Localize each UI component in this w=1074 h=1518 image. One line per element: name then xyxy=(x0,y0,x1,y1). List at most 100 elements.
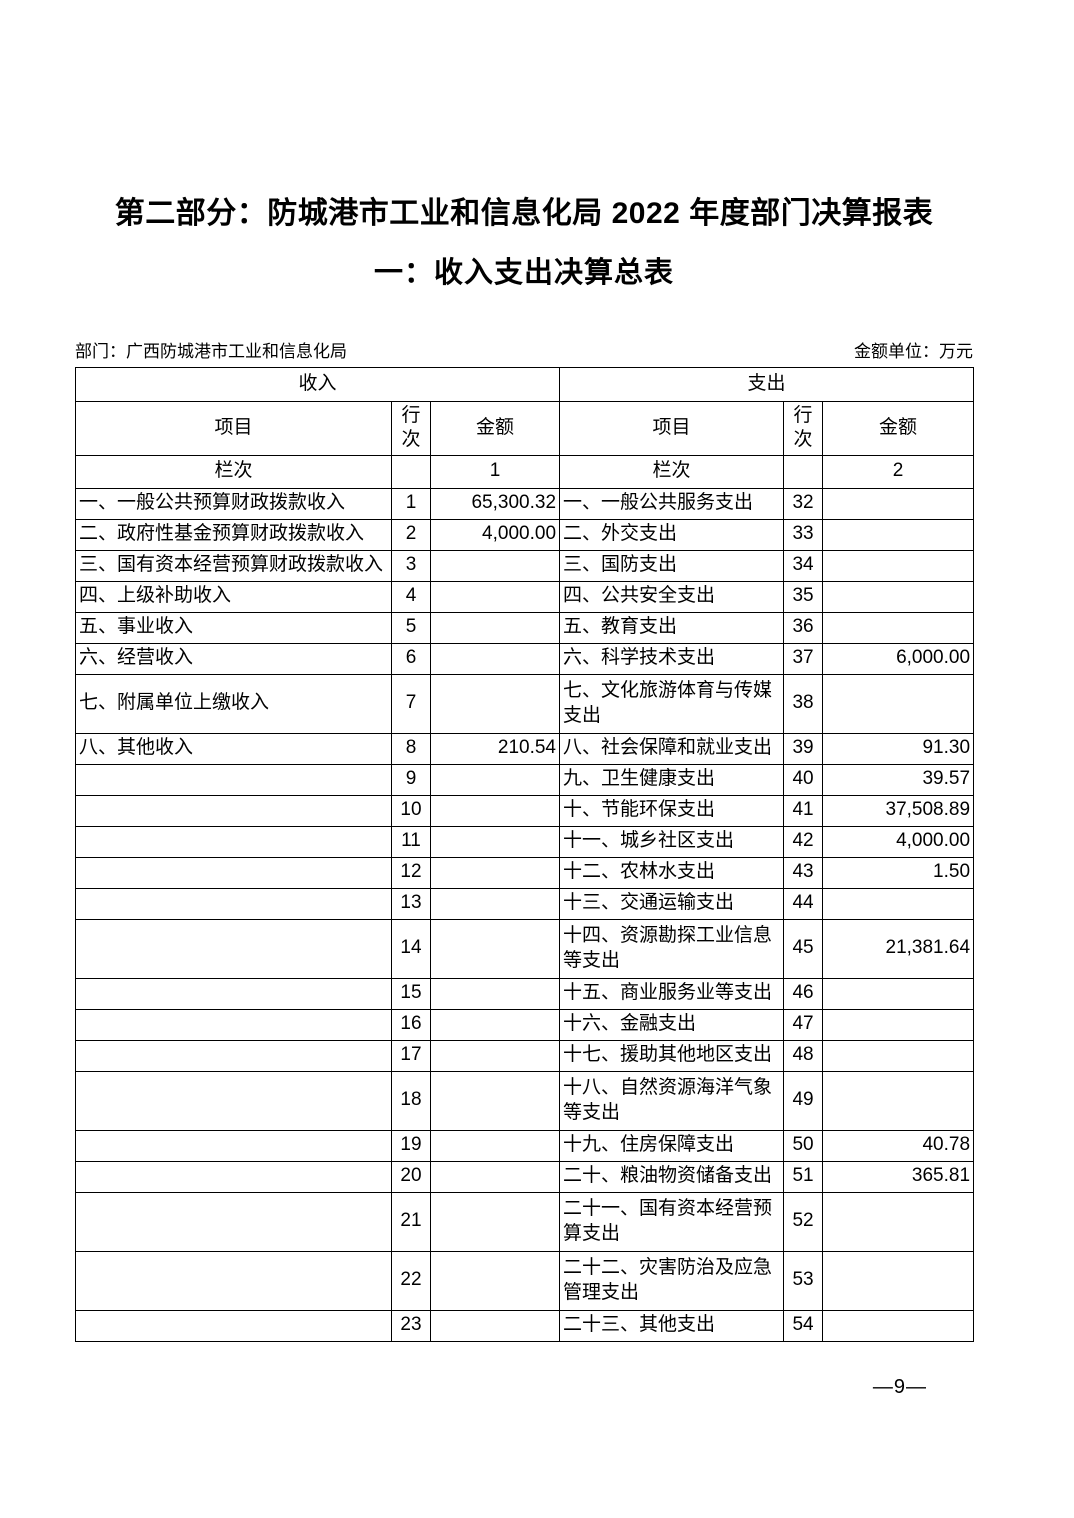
expense-rowno-header: 行次 xyxy=(783,400,824,456)
income-amount-cell xyxy=(429,549,561,582)
expense-item-cell: 十八、自然资源海洋气象等支出 xyxy=(559,1070,785,1131)
expense-amount-cell: 21,381.64 xyxy=(822,918,975,979)
expense-amount-cell xyxy=(822,887,975,920)
income-item-cell xyxy=(75,794,392,827)
expense-rowno-cell: 51 xyxy=(783,1160,824,1193)
table-row: 10 十、节能环保支出 41 37,508.89 xyxy=(75,794,975,827)
income-section-header: 收入 xyxy=(74,366,561,402)
income-amount-header: 金额 xyxy=(429,400,561,456)
expense-amount-cell xyxy=(822,611,975,644)
department-label: 部门：广西防城港市工业和信息化局 xyxy=(75,341,347,361)
expense-amount-cell xyxy=(822,518,975,551)
income-item-cell: 五、事业收入 xyxy=(75,611,392,644)
expense-rowno-cell: 41 xyxy=(783,794,824,827)
expense-rowno-cell: 33 xyxy=(783,518,824,551)
document-title: 第二部分：防城港市工业和信息化局 2022 年度部门决算报表 xyxy=(114,197,934,230)
table-row: 17 十七、援助其他地区支出 48 xyxy=(75,1039,975,1072)
expense-item-cell: 十三、交通运输支出 xyxy=(559,887,785,920)
income-amount-cell xyxy=(429,825,561,858)
income-rowno-cell: 23 xyxy=(391,1309,431,1342)
income-rowno-cell: 6 xyxy=(391,642,431,675)
income-rowno-cell: 18 xyxy=(391,1070,431,1131)
expense-amount-cell: 39.57 xyxy=(822,763,975,796)
document-content: 第二部分：防城港市工业和信息化局 2022 年度部门决算报表 一：收入支出决算总… xyxy=(74,0,975,1342)
income-amount-cell xyxy=(429,642,561,675)
income-rowno-cell: 21 xyxy=(391,1191,431,1252)
table-row: 21 二十一、国有资本经营预算支出 52 xyxy=(75,1191,975,1252)
expense-amount-cell: 37,508.89 xyxy=(822,794,975,827)
table-body: 一、一般公共预算财政拨款收入 1 65,300.32 一、一般公共服务支出 32… xyxy=(75,487,975,1342)
table-row: 14 十四、资源勘探工业信息等支出 45 21,381.64 xyxy=(75,918,975,979)
income-rowno-cell: 2 xyxy=(391,518,431,551)
income-rowno-header: 行次 xyxy=(391,400,431,456)
table-row: 13 十三、交通运输支出 44 xyxy=(75,887,975,920)
income-item-cell xyxy=(75,1008,392,1041)
expense-item-cell: 十六、金融支出 xyxy=(559,1008,785,1041)
income-item-cell xyxy=(75,856,392,889)
table-row: 一、一般公共预算财政拨款收入 1 65,300.32 一、一般公共服务支出 32 xyxy=(75,487,975,520)
income-item-cell xyxy=(75,918,392,979)
expense-amount-cell xyxy=(822,1039,975,1072)
expense-amount-cell: 6,000.00 xyxy=(822,642,975,675)
document-subtitle: 一：收入支出决算总表 xyxy=(373,257,674,289)
expense-item-cell: 二十一、国有资本经营预算支出 xyxy=(559,1191,785,1252)
expense-item-cell: 二十二、灾害防治及应急管理支出 xyxy=(559,1250,785,1311)
income-amount-cell: 4,000.00 xyxy=(429,518,561,551)
income-amount-cell xyxy=(429,856,561,889)
expense-amount-cell xyxy=(822,549,975,582)
expense-item-cell: 十七、援助其他地区支出 xyxy=(559,1039,785,1072)
page-number: —9— xyxy=(872,1376,927,1398)
expense-amount-cell: 4,000.00 xyxy=(822,825,975,858)
income-rowno-cell: 11 xyxy=(391,825,431,858)
income-rowno-cell: 9 xyxy=(391,763,431,796)
income-amount-cell xyxy=(429,887,561,920)
income-amount-cell xyxy=(429,763,561,796)
expense-amount-cell xyxy=(822,487,975,520)
table-row: 16 十六、金融支出 47 xyxy=(75,1008,975,1041)
income-item-header: 项目 xyxy=(75,400,392,456)
expense-rowno-cell: 35 xyxy=(783,580,824,613)
income-amount-cell xyxy=(429,794,561,827)
expense-amount-cell xyxy=(822,977,975,1010)
table-row: 11 十一、城乡社区支出 42 4,000.00 xyxy=(75,825,975,858)
income-item-cell xyxy=(75,977,392,1010)
expense-item-cell: 一、一般公共服务支出 xyxy=(559,487,785,520)
income-amount-cell xyxy=(429,580,561,613)
income-rowno-cell: 10 xyxy=(391,794,431,827)
income-index-label: 栏次 xyxy=(75,454,392,489)
income-rowno-cell: 7 xyxy=(391,673,431,734)
income-amount-cell: 65,300.32 xyxy=(429,487,561,520)
income-rowno-cell: 19 xyxy=(391,1129,431,1162)
expense-item-cell: 十四、资源勘探工业信息等支出 xyxy=(559,918,785,979)
expense-rowno-cell: 50 xyxy=(783,1129,824,1162)
table-row: 9 九、卫生健康支出 40 39.57 xyxy=(75,763,975,796)
table-meta-row: 部门：广西防城港市工业和信息化局 金额单位：万元 xyxy=(75,337,973,362)
income-item-cell xyxy=(75,1070,392,1131)
table-row: 19 十九、住房保障支出 50 40.78 xyxy=(75,1129,975,1162)
table-row: 二、政府性基金预算财政拨款收入 2 4,000.00 二、外交支出 33 xyxy=(75,518,975,551)
expense-rowno-cell: 34 xyxy=(783,549,824,582)
income-item-cell: 八、其他收入 xyxy=(75,732,392,765)
expense-amount-cell xyxy=(822,1309,975,1342)
expense-rowno-cell: 48 xyxy=(783,1039,824,1072)
expense-item-cell: 四、公共安全支出 xyxy=(559,580,785,613)
expense-rowno-cell: 49 xyxy=(783,1070,824,1131)
expense-item-cell: 三、国防支出 xyxy=(559,549,785,582)
income-item-cell xyxy=(75,1250,392,1311)
expense-section-header: 支出 xyxy=(559,366,975,402)
income-rowno-cell: 16 xyxy=(391,1008,431,1041)
expense-amount-cell xyxy=(822,1070,975,1131)
table-row: 12 十二、农林水支出 43 1.50 xyxy=(75,856,975,889)
income-amount-cell: 210.54 xyxy=(429,732,561,765)
expense-index-value: 2 xyxy=(822,454,975,489)
income-amount-cell xyxy=(429,1160,561,1193)
table-row: 23 二十三、其他支出 54 xyxy=(75,1309,975,1342)
table-row: 八、其他收入 8 210.54 八、社会保障和就业支出 39 91.30 xyxy=(75,732,975,765)
income-rowno-cell: 5 xyxy=(391,611,431,644)
income-item-cell xyxy=(75,1191,392,1252)
expense-item-cell: 十九、住房保障支出 xyxy=(559,1129,785,1162)
income-item-cell xyxy=(75,1309,392,1342)
expense-item-cell: 八、社会保障和就业支出 xyxy=(559,732,785,765)
expense-rowno-cell: 54 xyxy=(783,1309,824,1342)
